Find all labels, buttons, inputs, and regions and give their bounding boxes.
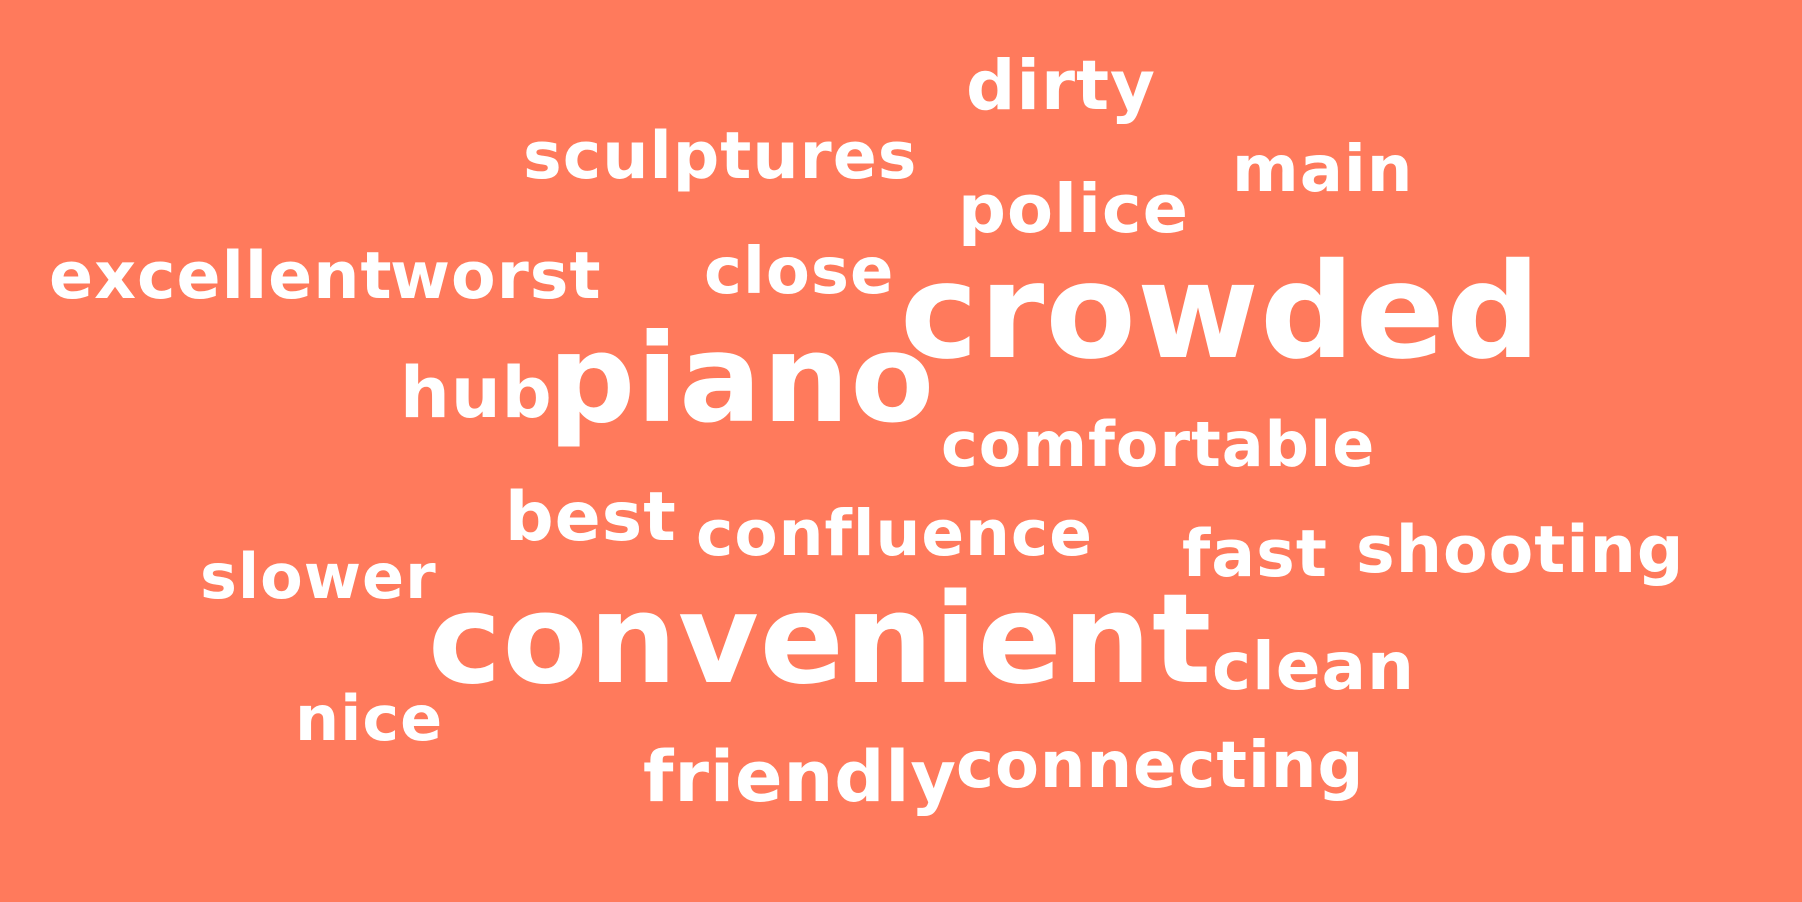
word-friendly: friendly <box>643 736 958 818</box>
word-confluence: confluence <box>696 497 1093 570</box>
word-fast: fast <box>1182 517 1328 592</box>
word-hub: hub <box>400 352 553 434</box>
word-excellent: excellent <box>49 239 393 314</box>
word-dirty: dirty <box>966 46 1157 126</box>
word-nice: nice <box>295 682 444 755</box>
word-worst: worst <box>390 239 602 314</box>
word-crowded: crowded <box>900 235 1542 389</box>
word-close: close <box>704 235 895 309</box>
word-sculptures: sculptures <box>523 119 918 194</box>
word-main: main <box>1232 133 1414 207</box>
word-convenient: convenient <box>428 568 1213 712</box>
word-comfortable: comfortable <box>941 408 1376 481</box>
word-slower: slower <box>200 540 437 613</box>
word-piano: piano <box>548 308 936 450</box>
word-connecting: connecting <box>956 729 1365 803</box>
word-best: best <box>505 478 677 557</box>
word-shooting: shooting <box>1356 513 1685 588</box>
word-clean: clean <box>1212 628 1416 705</box>
word-police: police <box>958 170 1190 248</box>
